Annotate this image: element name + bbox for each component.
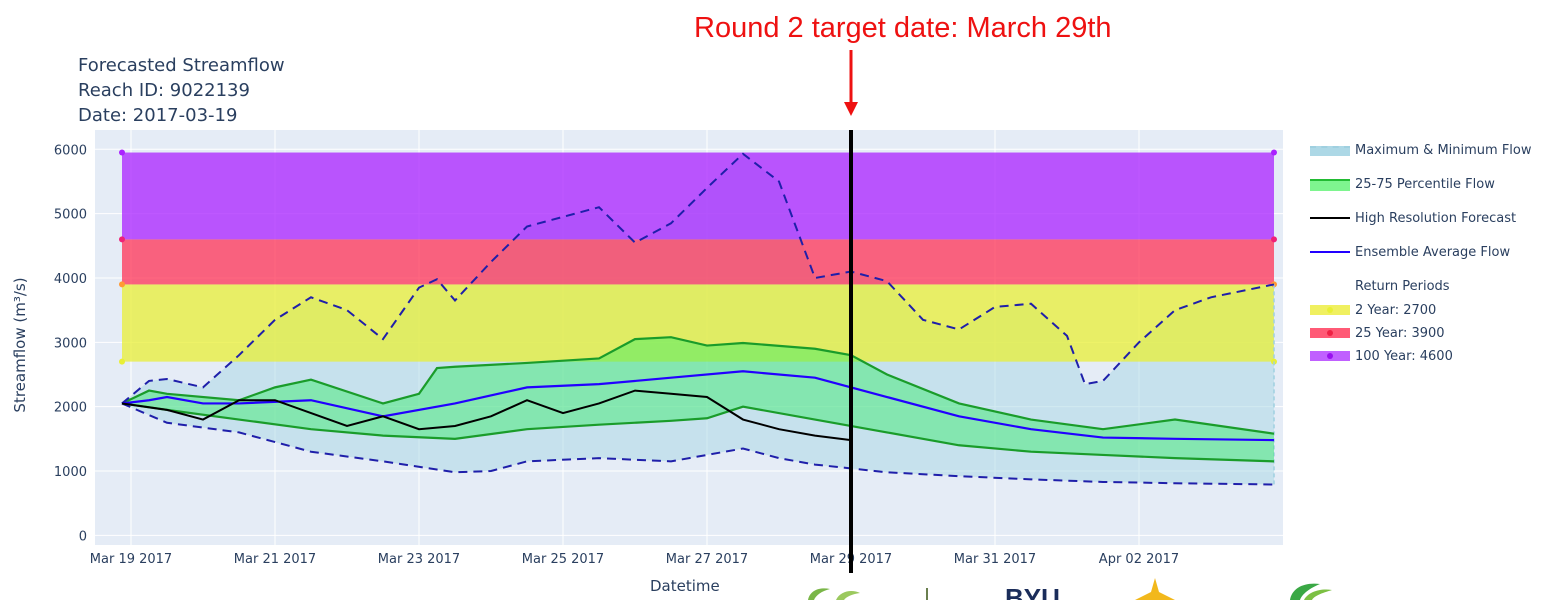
annotation-text: Round 2 target date: March 29th [694, 12, 1112, 44]
legend-item-25-year[interactable]: 25 Year: 3900 [1310, 323, 1445, 343]
x-tick-label-6: Mar 31 2017 [954, 552, 1036, 567]
x-tick-label-1: Mar 21 2017 [234, 552, 316, 567]
legend-item-100-year[interactable]: 100 Year: 4600 [1310, 346, 1453, 366]
band-marker-left-1 [119, 281, 125, 288]
band-marker-left-0 [119, 358, 125, 365]
legend-label-percentile: 25-75 Percentile Flow [1355, 176, 1495, 192]
return-period-band-2 [122, 152, 1274, 240]
legend-item-high-res[interactable]: High Resolution Forecast [1310, 208, 1516, 228]
min-flow-line [121, 402, 1275, 486]
chart-title-line-3: Date: 2017-03-19 [78, 105, 238, 126]
legend-item-percentile[interactable]: 25-75 Percentile Flow [1310, 174, 1495, 194]
band-marker-left-3 [119, 149, 125, 156]
chart-title-line-2: Reach ID: 9022139 [78, 80, 250, 101]
divider-logo-icon [926, 588, 928, 600]
max-flow-line [121, 152, 1275, 405]
x-tick-label-4: Mar 27 2017 [666, 552, 748, 567]
legend-label-25-year: 25 Year: 3900 [1355, 325, 1445, 341]
sprout-logo-icon [1290, 583, 1332, 600]
percentile-25-line [121, 402, 1275, 463]
legend-label-max-min: Maximum & Minimum Flow [1355, 142, 1532, 158]
y-tick-label-6: 6000 [54, 143, 87, 158]
y-tick-label-1: 1000 [54, 465, 87, 480]
y-tick-label-3: 3000 [54, 336, 87, 351]
y-tick-label-4: 4000 [54, 272, 87, 287]
legend-label-ensemble: Ensemble Average Flow [1355, 244, 1511, 260]
legend-item-2-year[interactable]: 2 Year: 2700 [1310, 300, 1436, 320]
legend-return-periods-title: Return Periods [1355, 279, 1450, 294]
return-period-band-0 [122, 284, 1274, 362]
high-resolution-line [121, 389, 852, 442]
y-tick-label-2: 2000 [54, 401, 87, 416]
x-tick-label-2: Mar 23 2017 [378, 552, 460, 567]
byu-logo: BYU [1005, 585, 1060, 600]
ensemble-average-line [121, 370, 1275, 442]
y-axis-label: Streamflow (m³/s) [11, 277, 29, 413]
x-tick-label-0: Mar 19 2017 [90, 552, 172, 567]
x-tick-label-3: Mar 25 2017 [522, 552, 604, 567]
chart-title-line-1: Forecasted Streamflow [78, 55, 285, 76]
leaf-logo-icon [808, 588, 860, 600]
x-axis-label: Datetime [650, 577, 720, 595]
band-marker-right-2 [1271, 236, 1277, 243]
legend-label-2-year: 2 Year: 2700 [1355, 302, 1437, 318]
return-period-band-1 [122, 239, 1274, 285]
y-tick-label-0: 0 [79, 529, 87, 544]
legend-swatch-25-year [1310, 323, 1350, 343]
band-marker-left-2 [119, 236, 125, 243]
legend-swatch-100-year [1310, 346, 1350, 366]
legend-label-high-res: High Resolution Forecast [1355, 210, 1517, 226]
percentile-flow-area [122, 337, 1274, 462]
annotation-arrow-head [844, 102, 858, 116]
star-logo-icon [1135, 578, 1175, 600]
legend-swatch-percentile [1310, 174, 1350, 194]
legend-item-ensemble[interactable]: Ensemble Average Flow [1310, 242, 1510, 262]
x-tick-label-7: Apr 02 2017 [1099, 552, 1179, 567]
percentile-75-line [121, 336, 1275, 435]
legend-swatch-high-res [1310, 208, 1350, 228]
band-marker-right-3 [1271, 149, 1277, 156]
y-tick-label-5: 5000 [54, 208, 87, 223]
legend-swatch-max-min [1310, 140, 1350, 160]
legend-label-100-year: 100 Year: 4600 [1355, 348, 1453, 364]
legend-item-max-min[interactable]: Maximum & Minimum Flow [1310, 140, 1532, 160]
legend-swatch-2-year [1310, 300, 1350, 320]
legend-swatch-ensemble [1310, 242, 1350, 262]
